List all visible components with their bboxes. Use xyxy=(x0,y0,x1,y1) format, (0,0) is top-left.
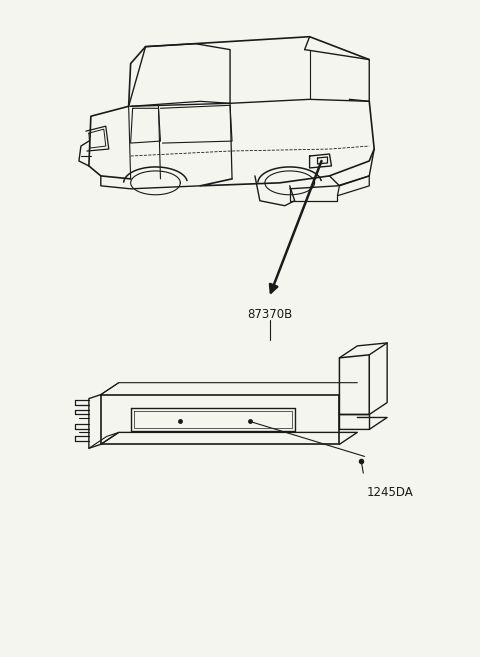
Text: 87370B: 87370B xyxy=(247,308,292,321)
Text: 1245DA: 1245DA xyxy=(366,486,413,499)
